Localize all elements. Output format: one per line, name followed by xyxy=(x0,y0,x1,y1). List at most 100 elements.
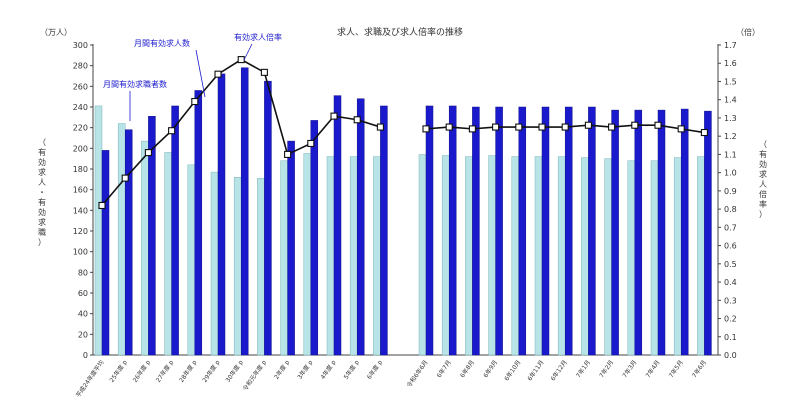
ratio-point xyxy=(98,201,106,210)
y-left-tick-label: 120 xyxy=(73,227,88,236)
bar-job-seekers xyxy=(257,178,265,356)
annotations: 月間有効求職者数 月間有効求人数 有効求人倍率 xyxy=(103,32,282,121)
bar-job-seekers xyxy=(326,156,335,356)
x-tick-label: 6年9月 xyxy=(481,359,499,380)
ratio-point xyxy=(330,112,338,120)
ratio-point xyxy=(353,116,361,124)
y-left-tick-label: 140 xyxy=(73,206,88,215)
bar-job-seekers xyxy=(511,156,520,356)
x-tick-label: 7年1月 xyxy=(574,359,592,380)
y-left-tick-label: 300 xyxy=(73,41,88,50)
bar-job-seekers xyxy=(280,160,288,356)
ratio-point xyxy=(214,70,222,78)
bar-job-seekers xyxy=(557,156,566,356)
ratio-point xyxy=(144,149,152,157)
y-right-tick-label: 0.5 xyxy=(724,260,737,269)
bar-job-openings xyxy=(194,90,203,356)
bar-job-openings xyxy=(495,106,503,356)
y-right-tick-label: 0.8 xyxy=(724,205,737,214)
bar-job-seekers xyxy=(441,155,450,356)
x-tick-label: 3年度 p xyxy=(296,358,315,380)
bar-job-seekers xyxy=(164,152,172,356)
x-tick-label: 6年8月 xyxy=(458,359,476,380)
bar-job-openings xyxy=(310,120,319,356)
y-right-tick-label: 0.0 xyxy=(724,351,737,360)
bar-job-seekers xyxy=(697,156,705,356)
y-right-unit: （倍） xyxy=(736,27,760,37)
bar-job-openings xyxy=(518,106,527,356)
ratio-point xyxy=(492,123,500,131)
y-left-unit: （万人） xyxy=(40,28,72,37)
ratio-point xyxy=(422,125,430,133)
x-tick-label: 26年度 p xyxy=(131,358,152,384)
bar-job-openings xyxy=(171,105,179,356)
ratio-point xyxy=(237,56,245,64)
y-left-tick-label: 40 xyxy=(78,310,88,319)
y-left-tick-label: 200 xyxy=(73,144,88,153)
bar-job-openings xyxy=(541,106,550,356)
ratio-point xyxy=(284,150,292,158)
y-left-tick-label: 180 xyxy=(73,165,88,174)
bar-job-openings xyxy=(217,73,226,356)
x-tick-label: 平成24年度平均 xyxy=(74,359,106,399)
y-left-tick-label: 260 xyxy=(73,82,88,91)
x-tick-label: 7年5月 xyxy=(667,359,685,380)
ratio-point xyxy=(561,123,569,131)
bar-job-seekers xyxy=(465,156,473,356)
x-tick-label: 6年12月 xyxy=(549,359,569,383)
y-left-tick-label: 160 xyxy=(73,186,88,195)
ratio-point xyxy=(191,97,199,106)
y-right-tick-label: 1.5 xyxy=(724,77,737,86)
y-right-tick-label: 1.4 xyxy=(724,96,737,105)
bar-job-seekers xyxy=(627,160,636,356)
bar-job-openings xyxy=(101,150,110,356)
y-right-tick-label: 1.2 xyxy=(724,132,737,141)
bar-job-seekers xyxy=(210,171,219,356)
ratio-point xyxy=(631,121,639,129)
bar-job-openings xyxy=(588,106,596,356)
annotation-leader xyxy=(195,49,206,98)
ratio-point xyxy=(584,121,592,129)
x-tick-label: 7年3月 xyxy=(621,359,639,380)
x-tick-label: 29年度 p xyxy=(201,358,222,384)
y-left-axis-title: （有効求人・有効求職） xyxy=(38,138,46,247)
ratio-point xyxy=(468,125,476,133)
y-left-ticks: 0 20 40 60 80 100 120 140 160 180 200 220 240 260 280 3… xyxy=(73,41,93,360)
bar-job-seekers xyxy=(94,105,103,356)
y-right-tick-label: 0.3 xyxy=(724,296,737,305)
bar-job-openings xyxy=(380,105,388,356)
bar-job-seekers xyxy=(141,140,149,356)
bar-job-openings xyxy=(148,116,156,356)
bar-job-seekers xyxy=(418,154,427,356)
ratio-point xyxy=(307,139,315,148)
x-tick-label: 5年度 p xyxy=(342,358,361,380)
x-tick-label: 6年7月 xyxy=(435,359,453,380)
ratio-point xyxy=(700,128,708,137)
bar-job-openings xyxy=(124,129,133,356)
bar-job-openings xyxy=(634,109,643,356)
x-tick-label: 7年6月 xyxy=(690,359,708,380)
x-tick-label: 27年度 p xyxy=(154,358,175,384)
ratio-point xyxy=(654,121,662,129)
x-tick-label: 令和元年度 p xyxy=(241,358,268,392)
ratio-point xyxy=(168,127,176,135)
x-tick-label: 7年2月 xyxy=(597,359,615,380)
bar-job-seekers xyxy=(373,156,381,356)
bar-job-openings xyxy=(264,80,272,356)
bar-job-openings xyxy=(240,67,249,356)
bar-job-seekers xyxy=(673,157,682,356)
y-right-tick-label: 0.6 xyxy=(724,242,737,251)
bar-job-openings xyxy=(564,106,573,356)
y-right-tick-label: 0.9 xyxy=(724,187,737,196)
ratio-point xyxy=(121,174,129,182)
x-tick-label: 令和6年6月 xyxy=(405,359,430,390)
x-tick-label: 25年度 p xyxy=(108,358,129,384)
y-right-tick-label: 1.1 xyxy=(724,150,737,159)
y-right-ticks: 0.0 0.1 0.2 0.3 0.4 0.5 0.6 0.7 0.8 0.9 1.0 1.1 1.2 1… xyxy=(718,41,737,360)
y-right-tick-label: 1.0 xyxy=(724,169,737,178)
ratio-point xyxy=(677,125,685,133)
y-left-tick-label: 20 xyxy=(78,330,88,339)
y-left-tick-label: 100 xyxy=(73,248,88,257)
bar-job-openings xyxy=(611,109,619,356)
